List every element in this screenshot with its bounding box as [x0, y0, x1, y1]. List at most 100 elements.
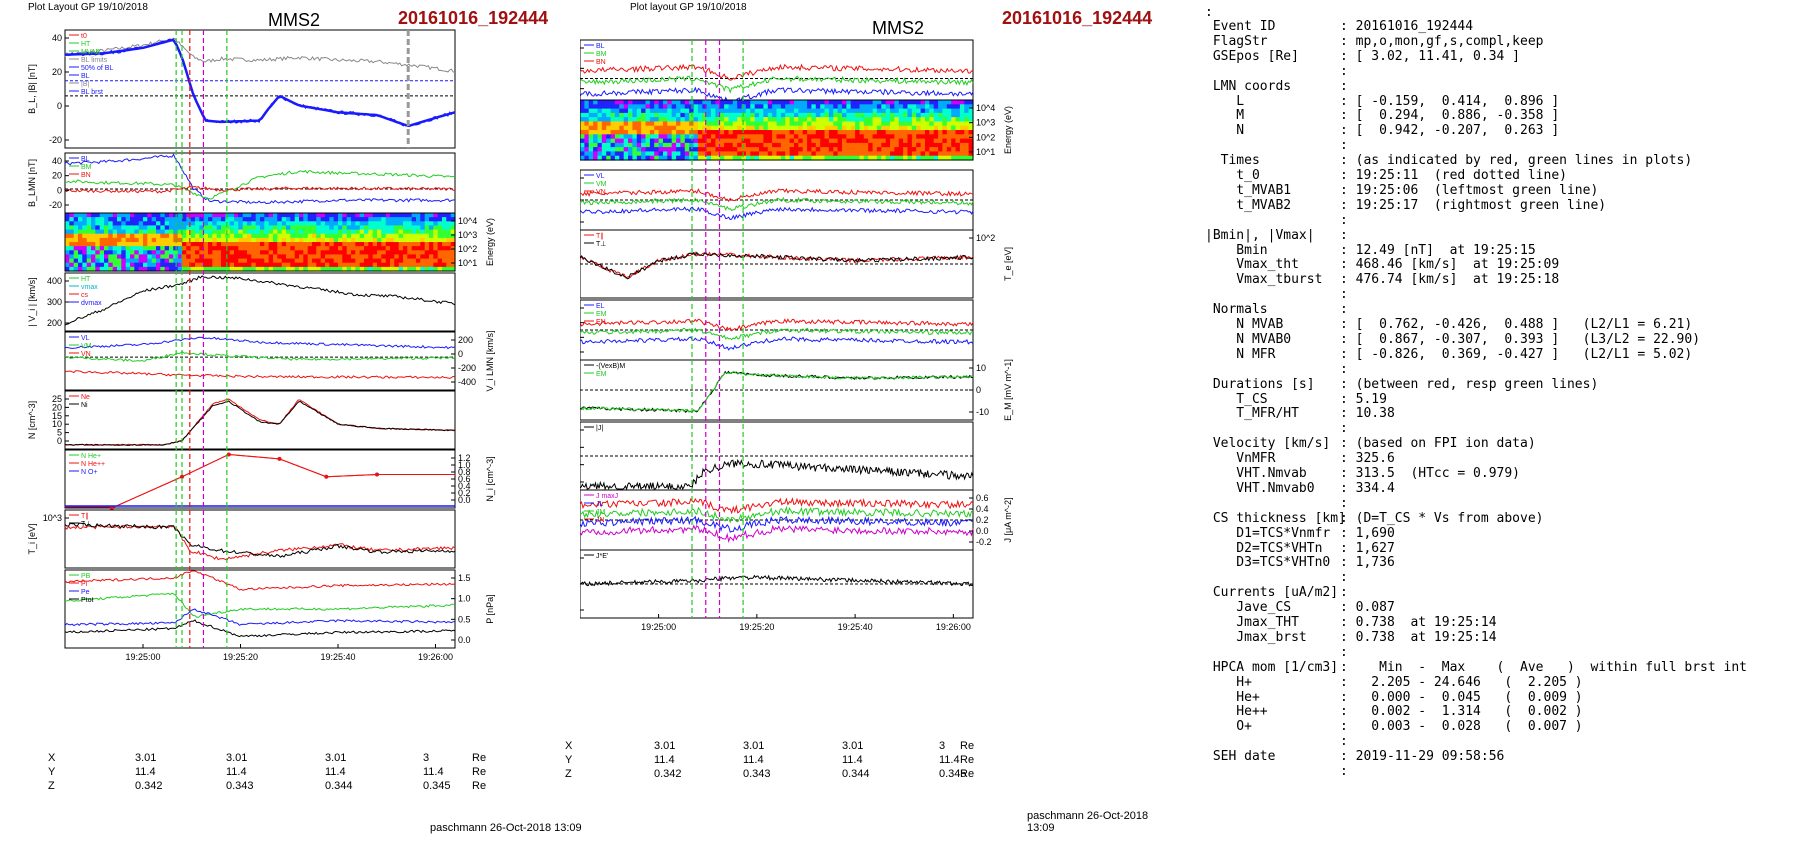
spectrogram-cell	[636, 155, 642, 161]
summary-key: t_MVAB1	[1205, 182, 1292, 198]
spectrogram-cell	[225, 217, 231, 222]
spectrogram-cell	[299, 213, 304, 218]
spectrogram-cell	[203, 233, 209, 239]
spectrogram-cell	[138, 242, 144, 247]
spectrogram-cell	[807, 134, 813, 140]
spectrogram-cell	[863, 112, 869, 118]
spectrogram-cell	[372, 229, 378, 235]
spectrogram-cell	[199, 225, 205, 231]
spectrogram-cell	[610, 121, 616, 127]
spectrogram-cell	[863, 108, 869, 114]
spectrogram-cell	[641, 155, 647, 161]
spectrogram-cell	[689, 155, 695, 161]
spectrogram-cell	[824, 138, 830, 144]
spectrogram-cell	[772, 108, 778, 114]
spectrogram-cell	[623, 104, 629, 110]
spectrogram-cell	[199, 262, 205, 268]
spectrogram-cell	[381, 229, 387, 235]
spectrogram-cell	[134, 262, 140, 268]
spectrogram-cell	[260, 246, 265, 251]
spectrogram-cell	[759, 104, 764, 110]
spectrogram-cell	[290, 217, 296, 222]
spectrogram-cell	[286, 266, 291, 272]
spectrogram-cell	[329, 266, 335, 272]
plot-layout-label: Plot layout GP 19/10/2018	[630, 2, 747, 13]
summary-row: N MVAB0: [ 0.867, -0.307, 0.393 ] (L3/L2…	[1205, 332, 1700, 348]
panel-frame	[580, 99, 974, 161]
spectrogram-cell	[951, 104, 957, 110]
spectrogram-cell	[815, 104, 821, 110]
spectrogram-cell	[420, 250, 426, 255]
spectrogram-cell	[234, 225, 239, 231]
spectrogram-cell	[863, 142, 869, 148]
spectrogram-cell	[117, 266, 122, 272]
summary-key: Jmax_THT	[1205, 615, 1299, 630]
spectrogram-cell	[667, 155, 673, 161]
spectrogram-cell	[614, 112, 620, 118]
spectrogram-cell	[741, 138, 747, 144]
spectrogram-cell	[73, 246, 79, 251]
spectrogram-cell	[789, 138, 795, 144]
spectrogram-cell	[416, 250, 421, 255]
spectrogram-cell	[407, 246, 413, 251]
position-value: 0.343	[226, 780, 254, 792]
spectrogram-cell	[65, 242, 70, 247]
series-s2	[580, 318, 974, 332]
spectrogram-cell	[164, 221, 170, 226]
spectrogram-cell	[767, 104, 773, 110]
spectrogram-cell	[807, 147, 813, 152]
spectrogram-cell	[307, 258, 313, 264]
spectrogram-cell	[381, 217, 387, 222]
spectrogram-cell	[212, 213, 218, 218]
spectrogram-cell	[312, 213, 317, 218]
spectrogram-cell	[307, 233, 313, 239]
spectrogram-cell	[203, 237, 209, 243]
spectrogram-cell	[355, 217, 361, 222]
position-value: 3.01	[743, 740, 765, 752]
spectrogram-cell	[407, 225, 413, 231]
spectrogram-cell	[299, 217, 304, 222]
spectrogram-cell	[728, 138, 734, 144]
spectrogram-cell	[437, 250, 443, 255]
spectrogram-cell	[951, 117, 957, 122]
spectrogram-cell	[772, 100, 778, 105]
spectrogram-cell	[894, 147, 900, 152]
spectrogram-cell	[942, 142, 948, 148]
spectrogram-cell	[381, 233, 387, 239]
spectrogram-cell	[828, 130, 834, 135]
spectrogram-cell	[863, 130, 869, 135]
spectrogram-cell	[807, 121, 813, 127]
spectrogram-cell	[160, 262, 166, 268]
spectrogram-cell	[424, 246, 430, 251]
spectrogram-cell	[811, 117, 817, 122]
summary-key: t_0	[1205, 168, 1260, 183]
panel-frame	[64, 29, 456, 149]
spectrogram-cell	[925, 117, 930, 122]
spectrogram-cell	[160, 225, 166, 231]
spectrogram-cell	[645, 117, 651, 122]
spectrogram-cell	[138, 258, 144, 264]
spectrogram-cell	[641, 100, 647, 105]
spectrogram-cell	[584, 112, 590, 118]
footer-signature: paschmann 26-Oct-2018 13:09	[1027, 810, 1149, 834]
spectrogram-cell	[658, 125, 664, 131]
spectrogram-cell	[732, 125, 738, 131]
spectrogram-cell	[260, 217, 265, 222]
spectrogram-cell	[658, 155, 664, 161]
spectrogram-cell	[429, 213, 434, 218]
series-p3	[64, 619, 456, 638]
spectrogram-cell	[134, 246, 140, 251]
spectrogram-cell	[424, 262, 430, 268]
spectrogram-cell	[925, 151, 930, 157]
spectrogram-cell	[268, 213, 274, 218]
spectrogram-cell	[885, 142, 891, 148]
spectrogram-cell	[407, 221, 413, 226]
spectrogram-cell	[281, 221, 287, 226]
summary-value: : 0.087	[1340, 600, 1395, 616]
spectrogram-cell	[225, 233, 231, 239]
spectrogram-cell	[724, 100, 730, 105]
spectrogram-cell	[368, 242, 374, 247]
summary-value: : 2.205 - 24.646 ( 2.205 )	[1340, 674, 1583, 690]
spectrogram-cell	[433, 266, 439, 272]
